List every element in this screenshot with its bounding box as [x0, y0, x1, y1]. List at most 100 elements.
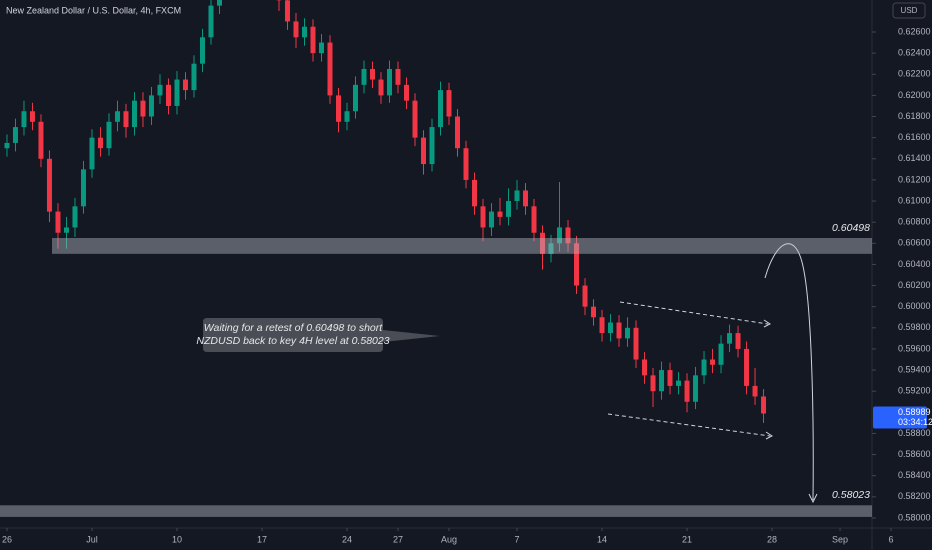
candle-body	[548, 243, 554, 254]
channel	[607, 301, 773, 440]
countdown-label: 03:34:12	[898, 417, 932, 427]
x-tick-label: 26	[2, 534, 12, 544]
candle-body	[165, 84, 171, 106]
y-tick-label: 0.58000	[898, 512, 931, 522]
chart-title: New Zealand Dollar / U.S. Dollar, 4h, FX…	[6, 5, 181, 15]
currency-button[interactable]	[892, 2, 926, 19]
candle-body	[718, 343, 724, 365]
candle-body	[301, 26, 307, 38]
candle-body	[4, 142, 10, 149]
projection-arrow	[764, 243, 814, 501]
y-tick-label: 0.61000	[898, 195, 931, 205]
candle-body	[710, 359, 716, 365]
candle-body	[446, 90, 452, 117]
candle-body	[701, 359, 707, 376]
y-tick-label: 0.62600	[898, 26, 931, 36]
level-label: 0.58023	[832, 489, 870, 501]
x-tick-label: 14	[597, 534, 607, 544]
candle-body	[761, 396, 767, 414]
y-tick-label: 0.62400	[898, 48, 931, 58]
y-tick-label: 0.62200	[898, 69, 931, 79]
candle-body	[565, 227, 571, 244]
candle-body	[97, 137, 103, 149]
x-tick-label: 21	[682, 534, 692, 544]
candle-body	[318, 42, 324, 54]
candle-body	[216, 0, 222, 6]
y-tick-label: 0.61200	[898, 174, 931, 184]
candle-body	[12, 127, 18, 143]
y-tick-label: 0.61800	[898, 111, 931, 121]
candle-body	[395, 68, 401, 85]
candle-body	[591, 306, 597, 318]
candle-body	[310, 26, 316, 54]
candle-body	[659, 370, 665, 392]
candle-body	[404, 84, 410, 101]
candle-body	[625, 327, 631, 339]
candle-body	[327, 42, 333, 96]
candle-body	[80, 169, 86, 207]
candle-body	[752, 385, 758, 397]
x-tick-label: Jul	[86, 534, 98, 544]
x-tick-label: 27	[393, 534, 403, 544]
candle-body	[131, 100, 137, 128]
candle-body	[616, 322, 622, 339]
x-tick-label: 6	[889, 534, 894, 544]
candle-body	[438, 90, 444, 128]
candle-body	[693, 375, 699, 402]
candle-body	[352, 84, 358, 112]
candle-body	[174, 79, 180, 106]
candle-body	[157, 84, 163, 96]
channel-lower	[607, 413, 771, 437]
candle-body	[106, 121, 112, 149]
candle-body	[191, 63, 197, 91]
x-tick-label: 28	[767, 534, 777, 544]
candle-body	[361, 68, 367, 85]
candle-body	[369, 68, 375, 80]
candle-body	[633, 327, 639, 360]
candle-body	[667, 370, 673, 386]
candle-body	[199, 37, 205, 64]
candle-body	[684, 380, 690, 402]
last-price-label: 0.58989	[898, 407, 931, 417]
candle-body	[335, 95, 341, 122]
candle-body	[114, 111, 120, 122]
callout-line: Waiting for a retest of 0.60498 to short	[204, 322, 383, 334]
candle-body	[582, 285, 588, 307]
candle-body	[412, 100, 418, 138]
candle-body	[72, 206, 78, 228]
candle-body	[574, 243, 580, 286]
channel-upper	[619, 301, 769, 325]
candle-body	[89, 137, 95, 170]
candle-body	[429, 127, 435, 165]
y-tick-label: 0.59200	[898, 386, 931, 396]
x-tick-label: 24	[342, 534, 352, 544]
y-tick-label: 0.62000	[898, 90, 931, 100]
candle-body	[489, 211, 495, 228]
candle-body	[472, 179, 478, 207]
y-tick-label: 0.59800	[898, 322, 931, 332]
candle-body	[497, 211, 503, 217]
y-tick-label: 0.60600	[898, 238, 931, 248]
candle-body	[727, 333, 733, 344]
y-tick-label: 0.59600	[898, 343, 931, 353]
candle-body	[378, 79, 384, 96]
channel-lower-head	[765, 431, 773, 440]
x-tick-label: Aug	[441, 534, 457, 544]
channel-upper-head	[763, 319, 771, 328]
y-tick-label: 0.59400	[898, 364, 931, 374]
x-tick-label: 10	[172, 534, 182, 544]
candle-body	[55, 211, 61, 233]
projection-arrow-head	[808, 493, 818, 504]
candle-body	[531, 206, 537, 233]
y-tick-label: 0.60400	[898, 259, 931, 269]
candle-body	[208, 5, 214, 38]
y-tick-label: 0.58800	[898, 428, 931, 438]
plot-area	[4, 0, 767, 423]
callout-box	[203, 318, 440, 352]
candle-body	[293, 21, 299, 38]
candle-body	[480, 206, 486, 228]
candle-body	[29, 111, 35, 122]
candle-body	[514, 190, 520, 202]
